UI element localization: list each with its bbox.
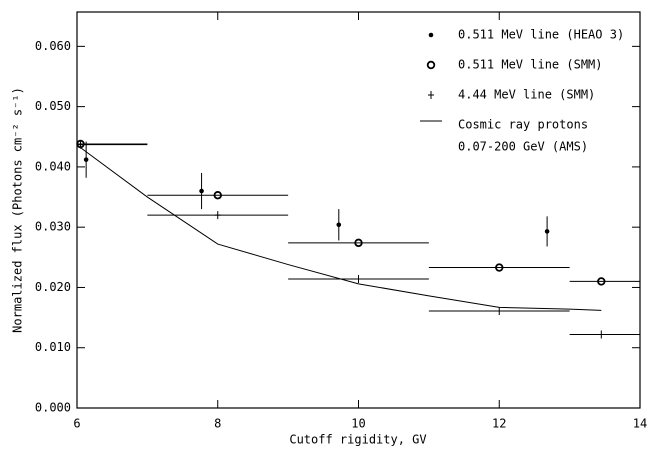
x-tick-label: 10 — [351, 417, 365, 431]
marker-dot — [199, 188, 204, 194]
marker-circle — [213, 191, 222, 200]
legend-marker — [428, 32, 434, 38]
y-tick-label: 0.030 — [35, 220, 71, 234]
x-tick-label: 14 — [633, 417, 647, 431]
model-line — [80, 147, 602, 311]
y-tick-label: 0.060 — [35, 39, 71, 53]
y-tick-label: 0.050 — [35, 99, 71, 113]
x-tick-label: 8 — [214, 417, 221, 431]
marker-circle — [495, 263, 504, 272]
marker-circle — [354, 238, 363, 248]
y-tick-label: 0.040 — [35, 159, 71, 173]
marker-dot — [336, 222, 342, 228]
marker-plus — [598, 330, 605, 339]
marker-plus — [77, 140, 84, 149]
x-tick-label: 12 — [492, 417, 506, 431]
marker-plus — [214, 211, 221, 220]
marker-plus — [496, 306, 503, 315]
y-tick-label: 0.000 — [35, 401, 71, 415]
legend-label: 0.511 MeV line (HEAO 3) — [458, 28, 624, 42]
marker-circle — [597, 277, 606, 286]
legend-marker — [426, 60, 436, 70]
x-axis-label: Cutoff rigidity, GV — [289, 433, 426, 447]
legend-label: Cosmic ray protons — [458, 118, 588, 132]
legend-marker — [428, 91, 434, 99]
y-axis-label: Normalized flux (Photons cm⁻² s⁻¹) — [11, 87, 25, 333]
legend-label: 0.07-200 GeV (AMS) — [458, 140, 588, 154]
marker-dot — [544, 229, 550, 234]
x-tick-label: 6 — [73, 417, 80, 431]
y-tick-label: 0.020 — [35, 280, 71, 294]
marker-plus — [355, 275, 362, 284]
legend-label: 0.511 MeV line (SMM) — [458, 58, 603, 72]
legend-label: 4.44 MeV line (SMM) — [458, 88, 595, 102]
marker-dot — [83, 157, 89, 162]
y-tick-label: 0.010 — [35, 340, 71, 354]
